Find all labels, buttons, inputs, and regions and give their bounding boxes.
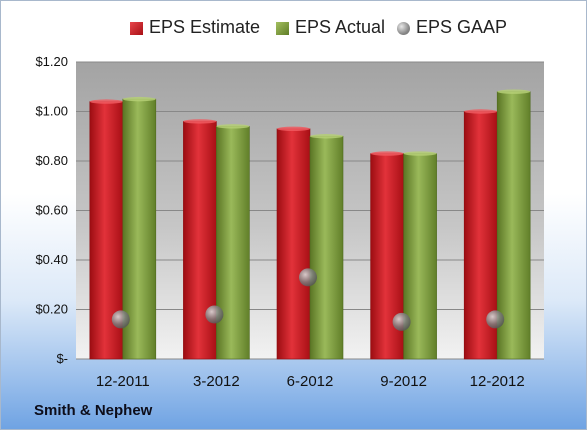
x-tick-label: 12-2012	[470, 373, 525, 390]
eps-gaap-point	[486, 310, 505, 329]
eps-estimate-bar	[183, 121, 217, 360]
y-tick-label: $1.20	[35, 54, 68, 69]
eps-gaap-point	[111, 310, 130, 329]
gaap-points	[111, 268, 505, 331]
bars	[89, 89, 531, 360]
legend-label-eps-actual: EPS Actual	[295, 17, 386, 37]
legend-swatch-eps-actual	[276, 22, 289, 35]
y-tick-label: $-	[56, 351, 68, 366]
y-axis-ticks: $- $0.20 $0.40 $0.60 $0.80 $1.00 $1.20	[35, 54, 68, 366]
legend-label-eps-gaap: EPS GAAP	[416, 17, 508, 37]
eps-actual-bar-top	[216, 124, 250, 129]
eps-estimate-bar-top	[89, 99, 123, 104]
eps-actual-bar	[216, 126, 250, 360]
eps-actual-bar	[309, 135, 344, 360]
x-axis-ticks: 12-2011 3-2012 6-2012 9-2012 12-2012	[96, 373, 525, 390]
eps-estimate-bar-top	[370, 151, 404, 156]
y-tick-label: $0.40	[35, 252, 68, 267]
eps-estimate-bar-top	[277, 126, 310, 132]
x-tick-label: 3-2012	[193, 373, 240, 390]
eps-actual-bar	[496, 91, 531, 360]
eps-gaap-point	[299, 268, 317, 287]
x-tick-label: 12-2011	[96, 373, 150, 390]
eps-estimate-bar-top	[464, 109, 498, 114]
legend-swatch-eps-gaap	[397, 22, 410, 35]
legend-label-eps-estimate: EPS Estimate	[149, 17, 261, 37]
eps-actual-bar-top	[497, 89, 531, 94]
eps-estimate-bar-top	[183, 119, 217, 124]
eps-actual-bar	[403, 153, 437, 360]
y-tick-label: $0.60	[35, 203, 68, 218]
eps-actual-bar-top	[403, 151, 437, 156]
y-tick-label: $1.00	[35, 104, 68, 119]
legend: EPS Estimate EPS Actual EPS GAAP	[0, 14, 587, 44]
eps-gaap-point	[205, 305, 224, 324]
company-name: Smith & Nephew	[34, 402, 153, 419]
x-tick-label: 6-2012	[287, 373, 334, 390]
y-tick-label: $0.80	[35, 153, 68, 168]
eps-estimate-bar	[276, 128, 311, 360]
eps-actual-bar-top	[122, 96, 156, 102]
y-tick-label: $0.20	[35, 302, 68, 317]
eps-gaap-point	[392, 312, 411, 331]
x-tick-label: 9-2012	[380, 373, 427, 390]
eps-actual-bar-top	[310, 134, 343, 139]
legend-swatch-eps-estimate	[130, 22, 143, 35]
